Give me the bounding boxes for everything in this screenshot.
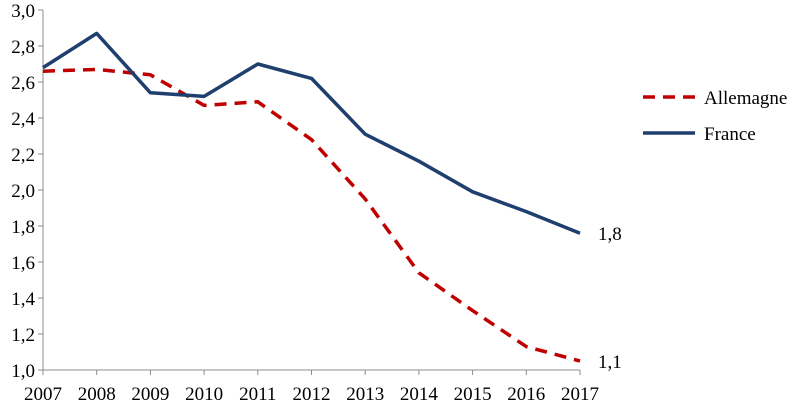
series-line-allemagne	[42, 67, 581, 363]
series-line-france	[42, 31, 581, 235]
x-tick-label: 2008	[78, 384, 116, 405]
y-tick-label: 1,4	[11, 289, 35, 310]
y-tick-label: 2,6	[11, 73, 35, 94]
y-tick-label: 1,2	[11, 325, 35, 346]
y-tick-label: 1,0	[11, 361, 35, 382]
series-lines	[42, 31, 581, 363]
x-tick-label: 2015	[454, 384, 492, 405]
legend: Allemagne France	[643, 88, 787, 145]
x-tick-label: 2012	[293, 384, 331, 405]
x-tick-label: 2016	[507, 384, 545, 405]
x-tick-label: 2011	[239, 384, 276, 405]
y-tick-label: 2,8	[11, 37, 35, 58]
x-tick-label: 2017	[561, 384, 599, 405]
x-tick-label: 2010	[185, 384, 223, 405]
y-tick-label: 3,0	[11, 1, 35, 22]
end-labels: 1,1 1,8	[598, 224, 622, 373]
y-tick-label: 2,2	[11, 145, 35, 166]
legend-label-france: France	[704, 124, 756, 145]
y-tick-label: 1,8	[11, 217, 35, 238]
y-axis-ticks: 1,0 1,2 1,4 1,6 1,8 2,0 2,2 2,4 2,6 2,8 3,0	[11, 1, 43, 382]
y-tick-label: 2,0	[11, 181, 35, 202]
x-tick-label: 2009	[131, 384, 169, 405]
x-tick-label: 2014	[400, 384, 439, 405]
y-tick-label: 1,6	[11, 253, 35, 274]
y-tick-label: 2,4	[11, 109, 35, 130]
end-label-allemagne: 1,1	[598, 352, 622, 373]
x-tick-label: 2013	[346, 384, 384, 405]
legend-label-allemagne: Allemagne	[704, 88, 787, 109]
x-tick-label: 2007	[24, 384, 62, 405]
x-axis-ticks: 2007 2008 2009 2010 2011 2012 2013 2014 2015 2016…	[24, 370, 599, 405]
end-label-france: 1,8	[598, 224, 622, 245]
